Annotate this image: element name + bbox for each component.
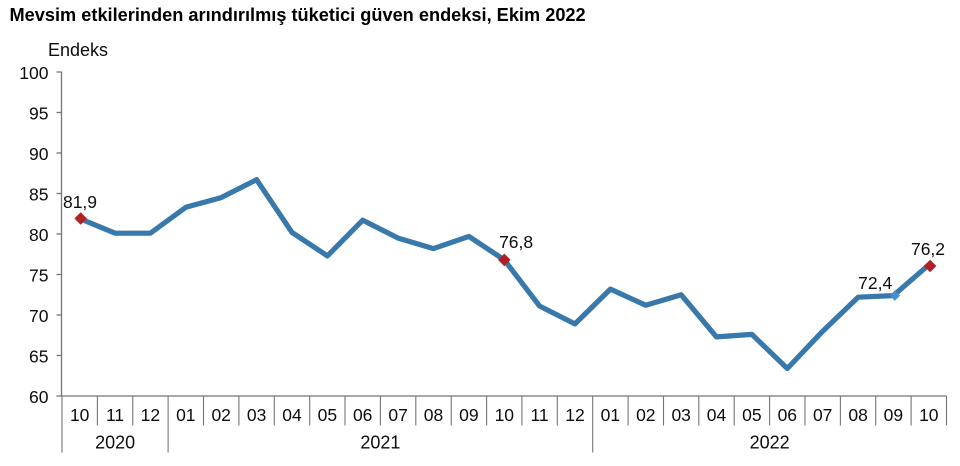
svg-text:02: 02 (211, 405, 230, 425)
svg-text:72,4: 72,4 (858, 273, 892, 293)
svg-text:03: 03 (247, 405, 266, 425)
svg-text:70: 70 (29, 306, 49, 326)
svg-text:02: 02 (636, 405, 655, 425)
svg-text:2022: 2022 (750, 433, 790, 453)
svg-text:12: 12 (141, 405, 160, 425)
svg-text:Endeks: Endeks (48, 40, 108, 60)
svg-text:11: 11 (106, 405, 124, 425)
svg-text:2021: 2021 (360, 433, 400, 453)
svg-text:100: 100 (19, 63, 48, 83)
svg-text:06: 06 (778, 405, 797, 425)
svg-text:03: 03 (671, 405, 690, 425)
svg-text:07: 07 (388, 405, 407, 425)
svg-text:10: 10 (919, 405, 939, 425)
svg-text:90: 90 (29, 144, 49, 164)
svg-text:12: 12 (565, 405, 584, 425)
svg-text:08: 08 (848, 405, 867, 425)
svg-text:75: 75 (29, 266, 48, 286)
svg-text:04: 04 (707, 405, 727, 425)
svg-text:09: 09 (459, 405, 478, 425)
svg-text:85: 85 (29, 185, 48, 205)
svg-text:80: 80 (29, 225, 49, 245)
svg-text:05: 05 (318, 405, 337, 425)
svg-text:08: 08 (424, 405, 443, 425)
svg-text:60: 60 (29, 387, 49, 407)
svg-text:04: 04 (282, 405, 302, 425)
svg-text:76,8: 76,8 (499, 232, 533, 252)
svg-text:95: 95 (29, 104, 48, 124)
svg-text:01: 01 (601, 405, 620, 425)
svg-text:10: 10 (70, 405, 90, 425)
svg-text:10: 10 (495, 405, 515, 425)
svg-text:11: 11 (531, 405, 549, 425)
svg-text:01: 01 (176, 405, 195, 425)
svg-text:06: 06 (353, 405, 372, 425)
svg-text:81,9: 81,9 (63, 192, 97, 212)
svg-text:05: 05 (742, 405, 761, 425)
svg-text:09: 09 (884, 405, 903, 425)
svg-text:76,2: 76,2 (911, 239, 945, 259)
svg-text:07: 07 (813, 405, 832, 425)
svg-text:65: 65 (29, 347, 48, 367)
svg-text:2020: 2020 (95, 433, 135, 453)
